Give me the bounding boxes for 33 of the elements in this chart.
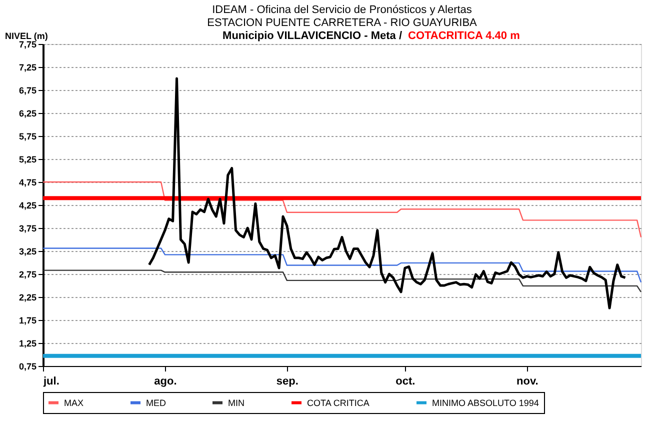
- y-tick-label: 1,75: [18, 316, 36, 326]
- y-tick-label: 3,25: [18, 246, 36, 256]
- y-tick-label: 3,75: [18, 224, 36, 234]
- x-tick-label: oct.: [396, 376, 416, 388]
- y-axis-title: NIVEL (m): [5, 31, 48, 41]
- legend-label: COTA CRITICA: [307, 398, 370, 408]
- x-tick-label: jul.: [42, 376, 60, 388]
- x-tick-label: nov.: [516, 376, 538, 388]
- line-series: [42, 248, 642, 283]
- y-tick-label: 5,75: [18, 132, 36, 142]
- y-tick-label: 5,25: [18, 154, 36, 164]
- legend-label: MINIMO ABSOLUTO 1994: [432, 398, 539, 408]
- y-tick-label: 2,25: [18, 292, 36, 302]
- legend-label: MAX: [64, 398, 84, 408]
- y-tick-label: 4,75: [18, 178, 36, 188]
- line-series: [42, 270, 642, 293]
- y-tick-label: 2,75: [18, 270, 36, 280]
- text: COTACRITICA 4.40 m: [408, 30, 520, 42]
- x-tick-label: sep.: [276, 376, 298, 388]
- y-tick-label: 6,75: [18, 86, 36, 96]
- line-series: [148, 77, 627, 310]
- y-tick-label: 1,25: [18, 338, 36, 348]
- chart-subtitle: Municipio VILLAVICENCIO - Meta /: [222, 30, 402, 42]
- x-tick-label: ago.: [154, 376, 177, 388]
- y-tick-label: 0,75: [18, 362, 36, 372]
- y-tick-label: 7,75: [18, 40, 36, 50]
- y-tick-label: 6,25: [18, 108, 36, 118]
- line-series: [42, 181, 642, 238]
- y-tick-label: 7,25: [18, 62, 36, 72]
- chart-title: IDEAM - Oficina del Servicio de Pronósticos y Alertas ESTACION PUENTE CARRETERA - RIO GUAYURIBA: [207, 4, 478, 29]
- y-tick-label: 4,25: [18, 200, 36, 210]
- legend-label: MED: [146, 398, 166, 408]
- legend-label: MIN: [228, 398, 244, 408]
